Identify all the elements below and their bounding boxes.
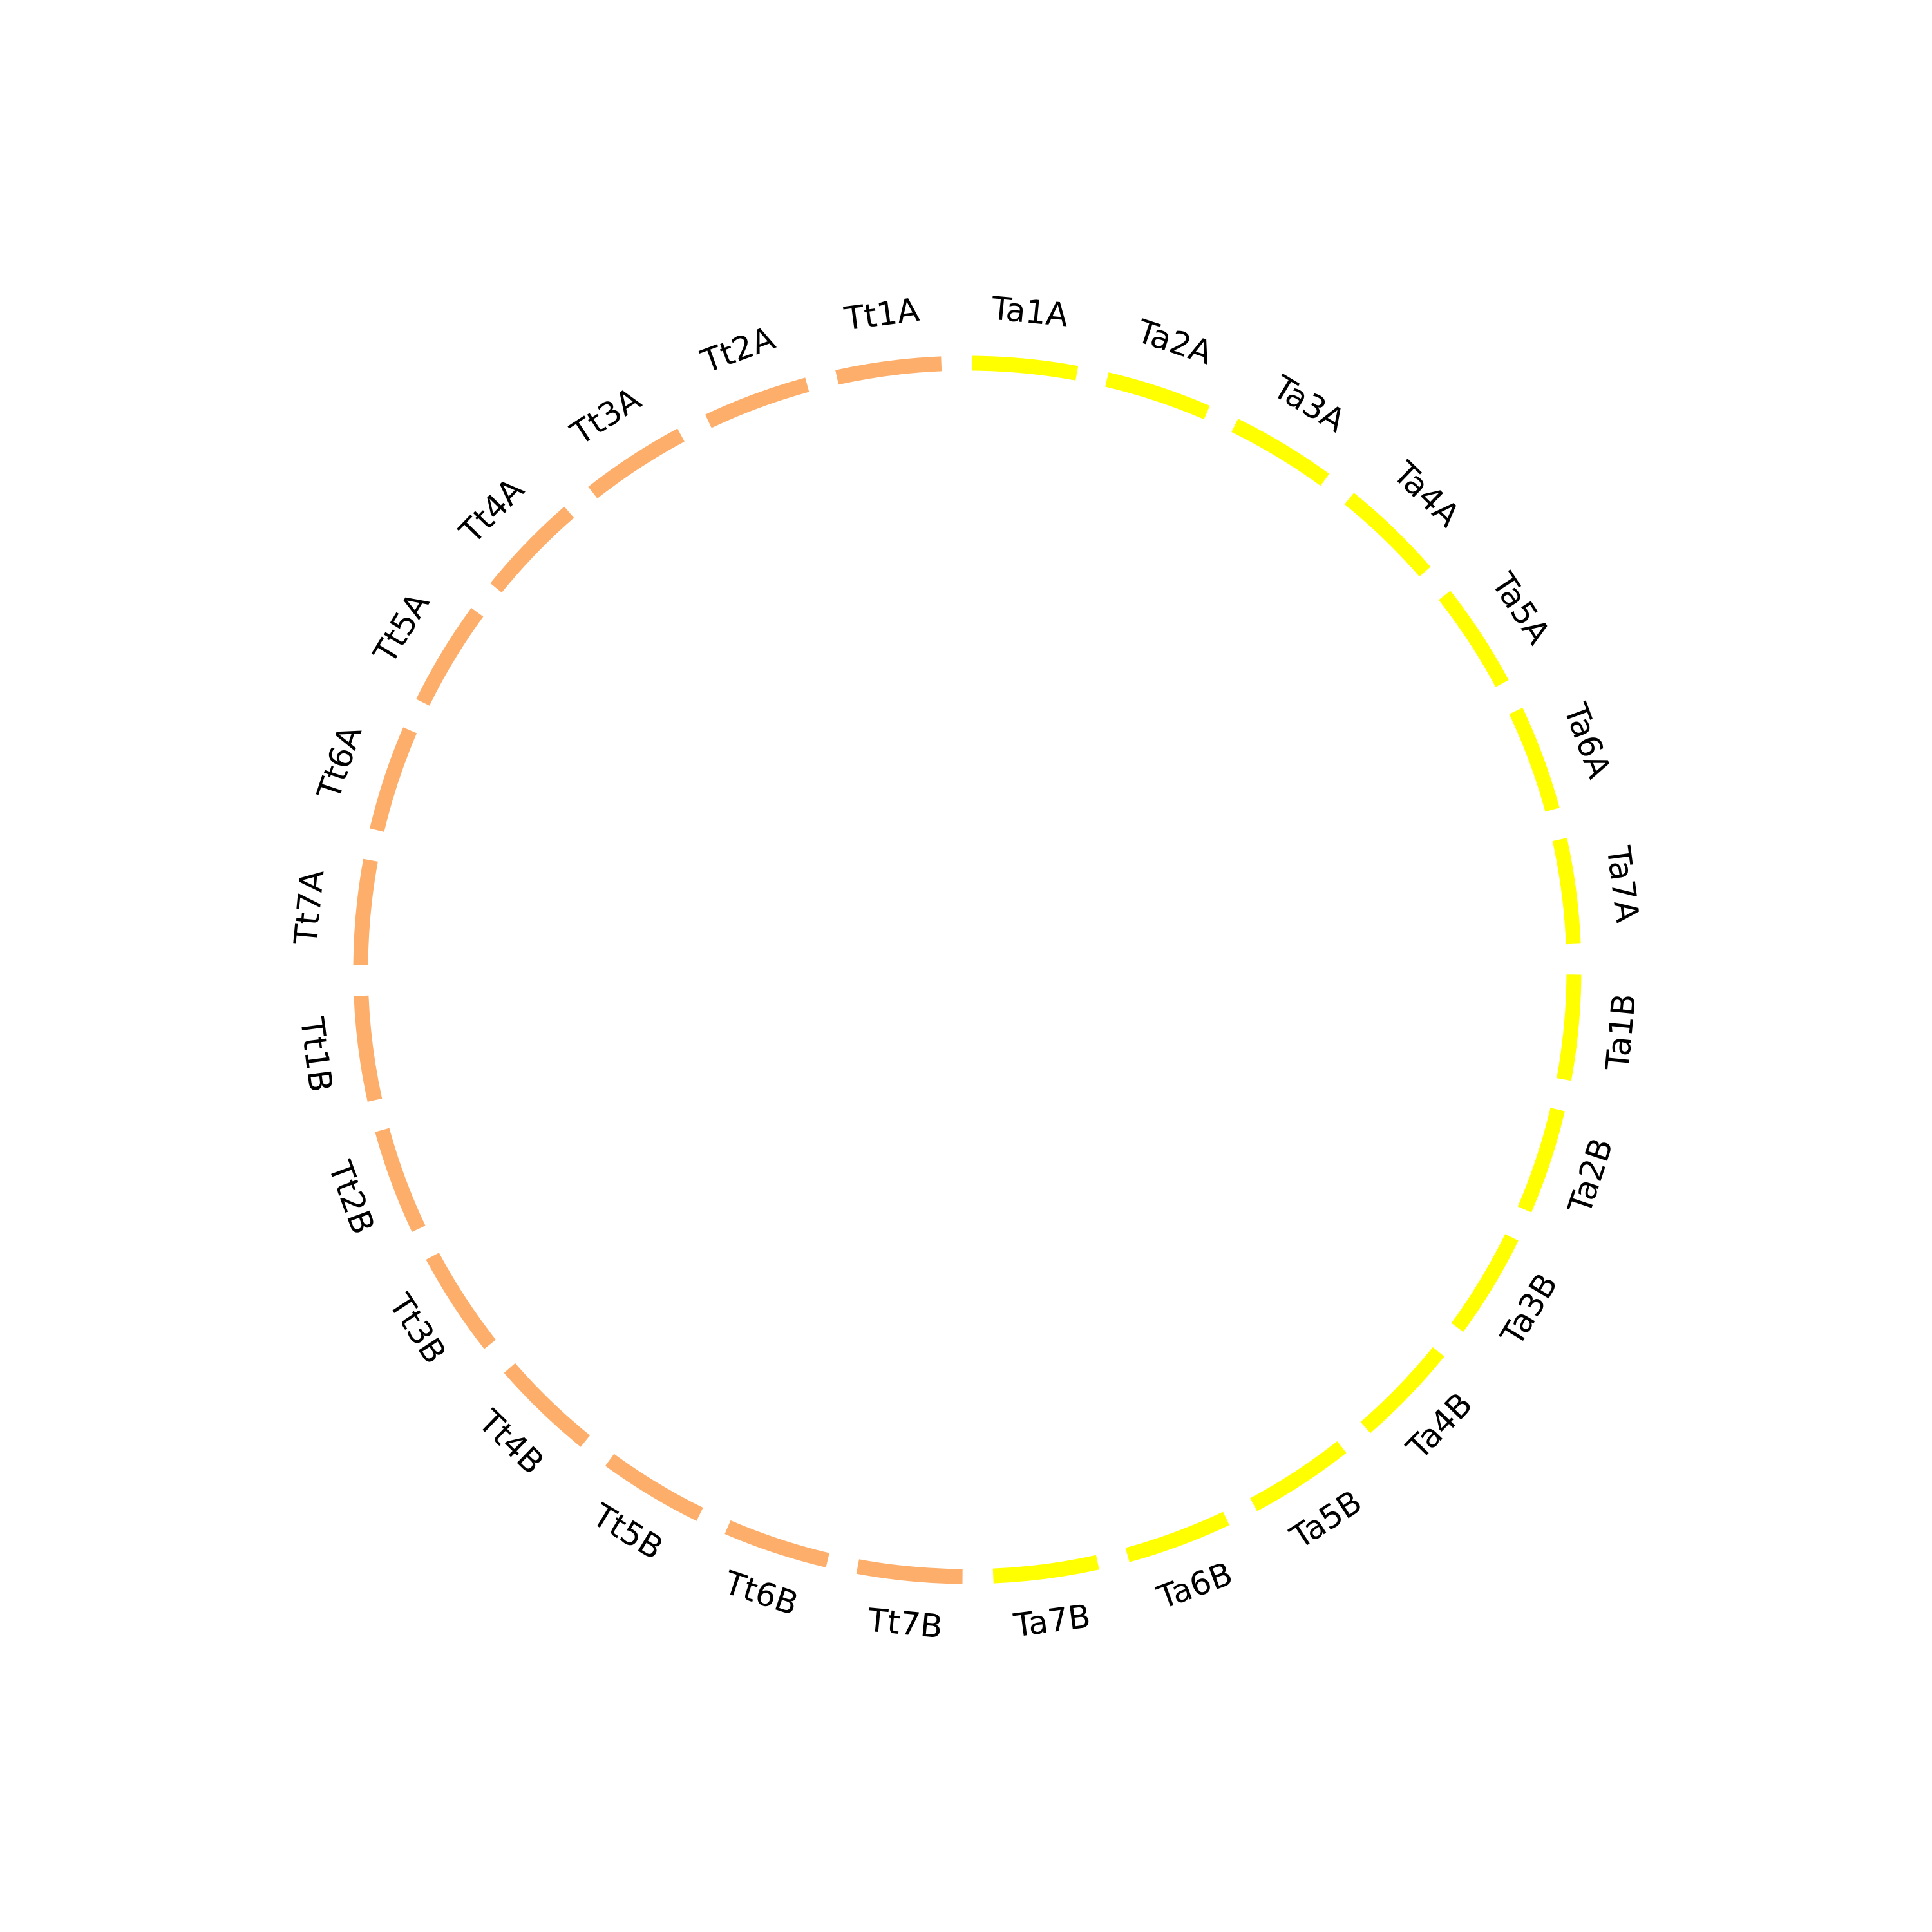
segment-arc xyxy=(1517,1108,1565,1213)
segment-arc xyxy=(1250,1441,1347,1511)
segment-arc xyxy=(835,356,942,385)
segment-label: Tt6A xyxy=(310,721,369,804)
segment-label: Ta3A xyxy=(1266,368,1352,440)
segment-label: Tt7A xyxy=(287,868,332,947)
segment-label: Tt1B xyxy=(293,1014,340,1094)
segment-label: Ta5B xyxy=(1283,1483,1368,1557)
segment-label: Tt3A xyxy=(564,380,647,453)
segment-arc xyxy=(1509,708,1560,812)
segment-label: Tt2A xyxy=(696,319,780,381)
segment-label: Ta2A xyxy=(1132,312,1217,372)
segment-label: Ta1A xyxy=(989,290,1070,334)
segment-label: Ta4A xyxy=(1385,454,1467,535)
segment-label: Tt5B xyxy=(585,1496,669,1567)
segment-arc xyxy=(724,1520,829,1567)
segment-label: Ta7B xyxy=(1011,1597,1093,1644)
segment-arc xyxy=(1360,1347,1444,1434)
segment-arc xyxy=(1439,591,1509,687)
segment-arc xyxy=(588,428,685,498)
segment-arc xyxy=(1557,974,1582,1081)
segment-arc xyxy=(705,377,810,428)
segment-label: Tt4B xyxy=(471,1402,551,1481)
segment-arc xyxy=(375,1128,426,1232)
segment-arc xyxy=(426,1253,496,1349)
segment-label: Ta4B xyxy=(1399,1385,1479,1467)
segment-label: Ta6A xyxy=(1557,697,1618,783)
segment-label: Tt7B xyxy=(866,1601,944,1645)
segment-label: Ta3B xyxy=(1493,1267,1565,1352)
segment-arc xyxy=(1451,1234,1519,1332)
segment-arc xyxy=(1344,493,1431,577)
segment-label: Ta7A xyxy=(1599,844,1646,925)
segment-arc xyxy=(370,727,417,832)
segment-arc xyxy=(972,355,1079,381)
segment-label: Tt6B xyxy=(719,1564,803,1623)
segment-arc xyxy=(992,1555,1099,1584)
segment-label: Tt2B xyxy=(321,1155,382,1239)
segment-arc xyxy=(416,607,484,706)
segment-label: Ta6B xyxy=(1152,1555,1238,1616)
segment-arc xyxy=(490,506,574,593)
segment-arc xyxy=(856,1559,963,1584)
segment-label: Tt1A xyxy=(842,291,922,338)
segment-arc xyxy=(1125,1511,1229,1562)
segment-arc xyxy=(353,858,378,965)
segment-arc xyxy=(354,995,383,1102)
segment-label: Ta2B xyxy=(1560,1133,1620,1218)
segment-arc xyxy=(1231,419,1330,486)
segment-label: Tt4A xyxy=(452,471,531,551)
segment-label: Ta1B xyxy=(1598,992,1643,1072)
segment-arc xyxy=(1552,838,1581,945)
segment-arc xyxy=(605,1454,703,1521)
segment-label: Tt3B xyxy=(381,1287,454,1370)
segment-label: Tt5A xyxy=(366,586,437,670)
segment-arc xyxy=(1105,372,1210,420)
segment-label: Ta5A xyxy=(1484,565,1557,650)
segment-arc xyxy=(504,1363,591,1447)
